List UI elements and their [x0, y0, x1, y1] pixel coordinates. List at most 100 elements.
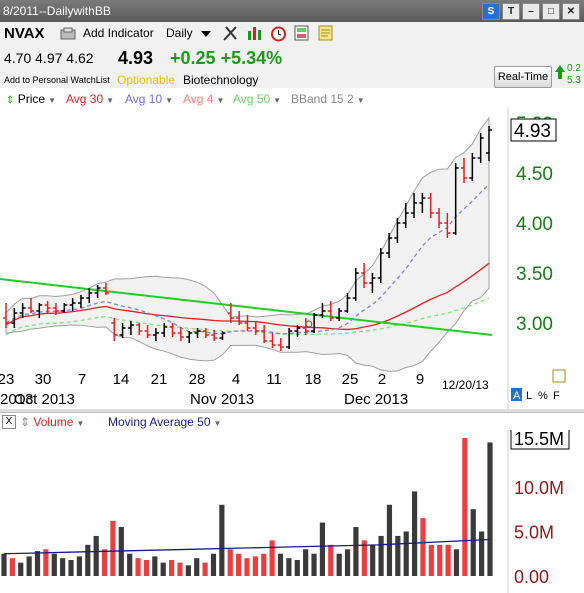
change-values: +0.25 +5.34% [170, 48, 282, 69]
realtime-value-2: 5.3 [567, 75, 581, 86]
ohlc-bar [3, 303, 9, 328]
x-month-label: Dec 2013 [344, 391, 408, 408]
y-tick-label: 3.00 [516, 314, 553, 335]
fit-scale-label: F [553, 390, 560, 402]
updown-icon: ⇕ [6, 95, 15, 106]
ohlc-bar [286, 328, 293, 349]
volume-bar [143, 559, 150, 576]
symbol-field[interactable]: NVAX [4, 25, 45, 42]
ohlc-bar [277, 338, 284, 351]
chevron-down-icon[interactable] [201, 31, 211, 37]
x-tick-label: 14 [113, 371, 130, 388]
volume-bar [244, 558, 250, 576]
minimize-icon[interactable]: – [522, 3, 540, 20]
ohlc-bar [461, 158, 468, 183]
ohlc-bar [311, 313, 318, 333]
quote-header: NVAX Add Indicator Daily 4.70 4.97 4.62 … [0, 22, 584, 88]
legend-avg30[interactable]: Avg 30 ▼ [66, 92, 115, 106]
volume-bar [328, 544, 334, 576]
volume-bar [420, 518, 426, 576]
volume-bar [479, 531, 485, 576]
ohlc-bar [327, 301, 334, 321]
real-time-button[interactable]: Real-Time [494, 66, 552, 88]
close-icon[interactable]: ✕ [562, 3, 580, 20]
price-legend: ⇕ Price ▼ Avg 30 ▼ Avg 10 ▼ Avg 4 ▼ Avg 50 ▼ … [0, 88, 584, 108]
ohlc-bar [202, 328, 209, 338]
volume-bar [93, 535, 99, 576]
volume-bar [26, 556, 32, 576]
alarm-clock-icon[interactable] [270, 25, 287, 42]
maximize-icon[interactable]: □ [542, 3, 560, 20]
auto-scale-label: A [513, 390, 521, 402]
avg10-line [5, 183, 490, 335]
ohlc-bar [319, 303, 326, 318]
x-tick-label: 30 [35, 371, 52, 388]
ohlc-bar [44, 301, 51, 313]
draw-tools-icon[interactable] [222, 25, 238, 42]
add-indicator-button[interactable]: Add Indicator [83, 26, 154, 40]
log-scale-label: L [526, 390, 532, 402]
volume-bar [194, 558, 200, 576]
ohlc-bar [127, 321, 134, 335]
volume-bar [336, 553, 342, 576]
last-price-label: 4.93 [514, 121, 551, 142]
high-value: 4.97 [35, 50, 63, 66]
ohlc-bar [152, 328, 159, 341]
ohlc-bar [419, 193, 426, 213]
panel-divider[interactable] [0, 409, 584, 412]
change-value: +0.25 [170, 48, 216, 68]
volume-ma50-line [3, 538, 491, 555]
optionable-label: Optionable [117, 73, 176, 87]
volume-bar [85, 544, 91, 576]
ohlc-bar [411, 193, 418, 218]
legend-avg10[interactable]: Avg 10 ▼ [125, 92, 174, 106]
t-icon[interactable]: T [502, 3, 520, 20]
volume-chart: 15.5M 10.0M 5.0M 0.00 [0, 430, 570, 593]
volume-bar [152, 556, 158, 576]
ohlc-bar [361, 263, 368, 288]
volume-dropdown[interactable]: ⇕ Volume ▼ [20, 415, 85, 429]
volume-bar [160, 562, 166, 576]
chart-type-icon[interactable] [246, 25, 264, 42]
ohlc-bar [369, 273, 376, 293]
period-select[interactable]: Daily [166, 26, 193, 40]
s-icon[interactable]: S [482, 3, 500, 20]
ohlc-bar [386, 233, 393, 258]
x-month-label: Oct 2013 [14, 391, 75, 408]
volume-bar [252, 556, 258, 576]
ohlc-bar [194, 328, 201, 338]
legend-bband[interactable]: BBand 15 2 ▼ [291, 92, 365, 106]
price-chart: 5.004.504.003.503.004.932330714212841118… [0, 108, 566, 409]
window-title: 8/2011--DailywithBB [3, 4, 111, 18]
volume-bar [453, 549, 460, 576]
volume-bar [378, 535, 384, 576]
volume-bar [127, 553, 133, 576]
ohlc-bar [244, 315, 251, 331]
legend-price[interactable]: ⇕ Price ▼ [6, 92, 56, 106]
add-indicator-icon[interactable] [60, 27, 78, 41]
ohlc-bar [111, 318, 118, 341]
x-tick-label: 23 [0, 371, 14, 388]
volume-bar [487, 442, 493, 576]
volume-bar [1, 553, 7, 576]
volume-bar [177, 562, 183, 576]
watchlist-link[interactable]: Add to Personal WatchList [4, 75, 110, 85]
volume-bar [43, 549, 49, 576]
avg50-line [5, 297, 490, 336]
y-tick-label: 4.50 [516, 164, 553, 185]
close-volume-icon[interactable]: X [2, 415, 16, 429]
ohlc-bar [136, 323, 143, 335]
volume-bar [269, 540, 275, 576]
volume-bar [101, 549, 108, 576]
ohlc-bar [119, 323, 126, 338]
legend-avg4[interactable]: Avg 4 ▼ [183, 92, 225, 106]
ma50-dropdown[interactable]: Moving Average 50 ▼ [108, 415, 222, 429]
trendline [0, 278, 493, 336]
legend-avg50[interactable]: Avg 50 ▼ [233, 92, 282, 106]
layout-icon[interactable] [294, 25, 310, 42]
low-value: 4.62 [66, 50, 94, 66]
notes-icon[interactable] [318, 25, 334, 42]
volume-bar [344, 549, 351, 576]
ohlc-bar [452, 163, 459, 235]
ohlc-bar [477, 133, 484, 163]
